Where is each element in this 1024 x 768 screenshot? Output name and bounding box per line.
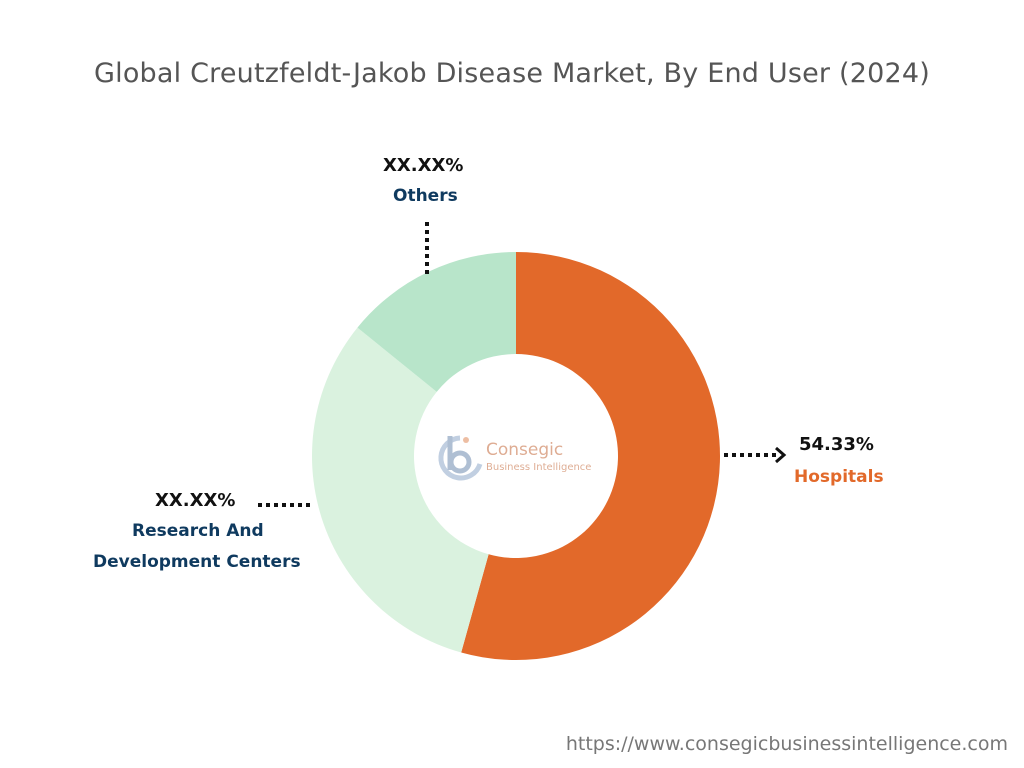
chart-title: Global Creutzfeldt-Jakob Disease Market,… [94, 58, 930, 89]
logo-name: Consegic [486, 440, 564, 460]
donut-slices [312, 252, 721, 660]
slice-label-rnd-line2: Development Centers [93, 552, 301, 572]
footer-url: https://www.consegicbusinessintelligence… [565, 733, 1008, 755]
consegic-logo: Consegic Business Intelligence [436, 430, 606, 486]
slice-label-others: Others [393, 186, 458, 206]
slice-label-hospitals: Hospitals [794, 467, 884, 487]
slice-pct-rnd: XX.XX% [155, 490, 236, 511]
slice-others [357, 252, 516, 392]
logo-subtitle: Business Intelligence [486, 462, 592, 473]
slice-rnd [312, 327, 489, 653]
consegic-logo-mark-icon [438, 435, 483, 481]
slice-hospitals [461, 252, 721, 660]
slice-label-rnd-line1: Research And [132, 521, 264, 541]
slice-pct-hospitals: 54.33% [799, 434, 874, 455]
slice-pct-others: XX.XX% [383, 155, 464, 176]
leader-arrowhead-hospitals [775, 446, 787, 464]
